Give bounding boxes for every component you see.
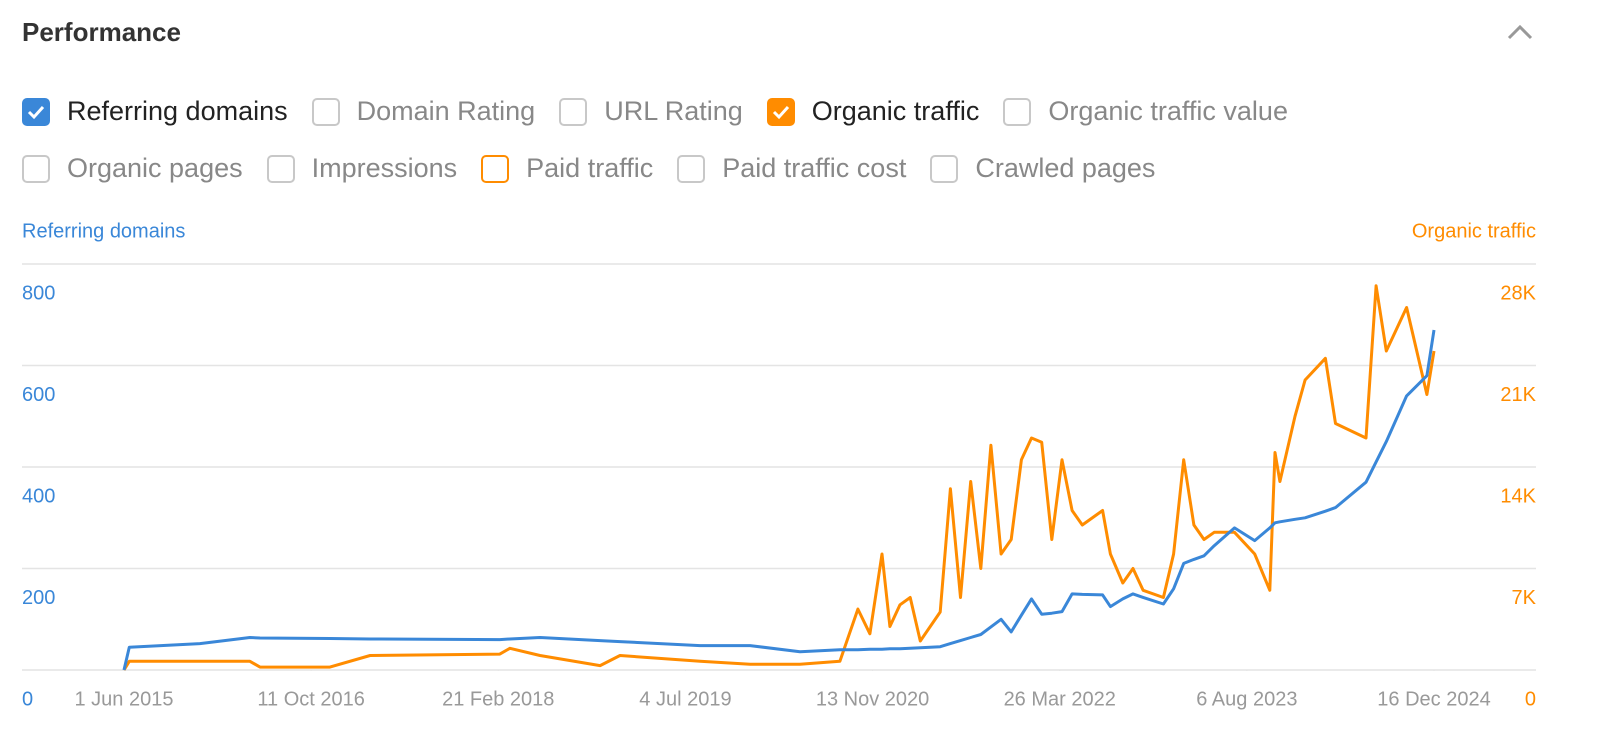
checkbox-label: Organic traffic value [1048, 96, 1288, 126]
check-mark [772, 105, 789, 119]
y-tick-label: 600 [22, 384, 55, 406]
metric-checkbox[interactable]: Organic traffic value [1003, 96, 1288, 127]
x-tick-label: 26 Mar 2022 [1004, 688, 1116, 710]
y-axis-title: Referring domains [22, 220, 185, 242]
checkbox[interactable] [266, 154, 295, 183]
x-tick-label: 13 Nov 2020 [816, 688, 929, 710]
filter-row: Organic pages Impressions Paid traffic Paid… [22, 140, 1582, 197]
metric-checkbox[interactable]: Organic pages [22, 153, 243, 184]
collapse-button[interactable] [1506, 22, 1534, 42]
checkbox[interactable] [766, 97, 795, 126]
checkbox-label: Impressions [311, 153, 458, 183]
x-tick-label: 21 Feb 2018 [442, 688, 554, 710]
metric-checkbox[interactable]: URL Rating [559, 96, 743, 127]
x-tick-label: 6 Aug 2023 [1196, 688, 1297, 710]
checkbox[interactable] [1003, 97, 1032, 126]
checkbox-label: Organic pages [67, 153, 243, 183]
checkbox-label: Paid traffic cost [722, 153, 907, 183]
y-tick-label: 800 [22, 282, 55, 304]
checkbox[interactable] [22, 97, 50, 126]
checkbox[interactable] [311, 97, 340, 126]
y2-tick-label: 0 [1525, 688, 1536, 710]
y2-tick-label: 14K [1500, 485, 1536, 507]
metric-checkbox[interactable]: Paid traffic cost [677, 153, 906, 184]
checkbox-label: URL Rating [604, 96, 743, 126]
section-title: Performance [22, 17, 181, 47]
checkbox[interactable] [559, 97, 588, 126]
x-tick-label: 4 Jul 2019 [639, 688, 731, 710]
metric-checkbox[interactable]: Crawled pages [930, 153, 1155, 184]
checkbox-label: Referring domains [67, 96, 288, 126]
metric-checkbox[interactable]: Domain Rating [311, 96, 536, 127]
series-line [122, 329, 1436, 671]
y2-axis-title: Organic traffic [1412, 220, 1536, 242]
y2-tick-label: 7K [1512, 587, 1537, 609]
metric-checkbox[interactable]: Organic traffic [766, 96, 980, 127]
checkbox-label: Organic traffic [811, 96, 980, 126]
metric-checkbox[interactable]: Impressions [266, 153, 458, 184]
checkbox[interactable] [677, 154, 706, 183]
chart: Referring domains Organic traffic 0 200 400 6… [22, 220, 1537, 710]
checkbox-label: Domain Rating [356, 96, 536, 126]
filter-row: Referring domains Domain Rating URL Rating… [22, 83, 1582, 140]
y-tick-label: 400 [22, 485, 55, 507]
metric-checkbox[interactable]: Referring domains [22, 96, 288, 127]
checkbox[interactable] [930, 154, 959, 183]
y2-tick-label: 28K [1500, 282, 1536, 304]
x-tick-label: 16 Dec 2024 [1377, 688, 1490, 710]
checkbox-label: Crawled pages [975, 153, 1156, 183]
checkbox[interactable] [22, 154, 50, 183]
y2-tick-label: 21K [1500, 384, 1536, 406]
check-mark [27, 105, 45, 119]
x-tick-label: 11 Oct 2016 [257, 688, 364, 710]
checkbox[interactable] [481, 154, 510, 183]
metric-checkbox[interactable]: Paid traffic [481, 153, 653, 184]
metric-filters: Referring domains Domain Rating URL Rating… [22, 83, 1582, 197]
series-line [122, 284, 1436, 671]
y-tick-label: 0 [22, 688, 33, 710]
checkbox-label: Paid traffic [526, 153, 654, 183]
y-tick-label: 200 [22, 587, 55, 609]
x-tick-label: 1 Jun 2015 [75, 688, 174, 710]
